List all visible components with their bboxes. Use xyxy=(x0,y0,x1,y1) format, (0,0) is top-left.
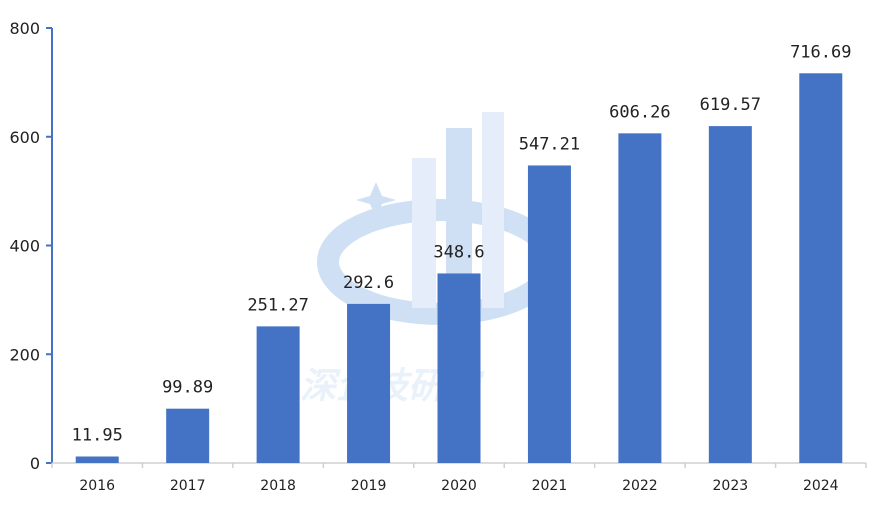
y-axis-ticks: 0 200 400 600 800 xyxy=(9,19,40,473)
bar-2024 xyxy=(799,73,843,464)
data-label-2017: 99.89 xyxy=(162,378,213,398)
bar-2022 xyxy=(618,133,662,463)
data-labels: 11.95 99.89 251.27 292.6 348.6 547.21 606.26 61… xyxy=(72,42,852,445)
x-tick-label-2016: 2016 xyxy=(79,478,115,494)
bar-series xyxy=(75,73,843,464)
bar-2020 xyxy=(437,273,481,463)
x-tick-label-2018: 2018 xyxy=(260,478,296,494)
x-tick-label-2023: 2023 xyxy=(713,478,749,494)
watermark-sparkle xyxy=(356,182,396,218)
data-label-2023: 619.57 xyxy=(700,95,761,115)
watermark-pillar-left xyxy=(412,158,436,308)
data-label-2021: 547.21 xyxy=(519,134,580,154)
x-tick-label-2020: 2020 xyxy=(441,478,477,494)
x-tick-label-2024: 2024 xyxy=(803,478,839,494)
data-label-2018: 251.27 xyxy=(247,295,308,315)
watermark-pillar-right xyxy=(482,112,504,308)
y-tick-label: 600 xyxy=(9,128,40,147)
x-axis-ticks: 2016 2017 2018 2019 2020 2021 2022 2023 2024 xyxy=(79,478,838,494)
x-tick-label-2022: 2022 xyxy=(622,478,658,494)
y-tick-label: 0 xyxy=(30,454,40,473)
y-tick-label: 400 xyxy=(9,237,40,256)
bar-2021 xyxy=(527,165,571,463)
y-tick-label: 800 xyxy=(9,19,40,38)
watermark-logo: 深企技研究 xyxy=(300,112,563,407)
x-tick-label-2021: 2021 xyxy=(532,478,568,494)
bar-2019 xyxy=(347,303,391,463)
bar-2018 xyxy=(256,326,300,463)
bar-2017 xyxy=(166,408,210,463)
bar-2023 xyxy=(708,126,752,463)
x-tick-label-2017: 2017 xyxy=(170,478,206,494)
data-label-2016: 11.95 xyxy=(72,426,123,446)
data-label-2024: 716.69 xyxy=(790,42,851,62)
data-label-2019: 292.6 xyxy=(343,273,394,293)
bar-2016 xyxy=(75,456,119,463)
x-tick-label-2019: 2019 xyxy=(351,478,387,494)
y-tick-label: 200 xyxy=(9,345,40,364)
data-label-2020: 348.6 xyxy=(433,242,484,262)
data-label-2022: 606.26 xyxy=(609,102,670,122)
